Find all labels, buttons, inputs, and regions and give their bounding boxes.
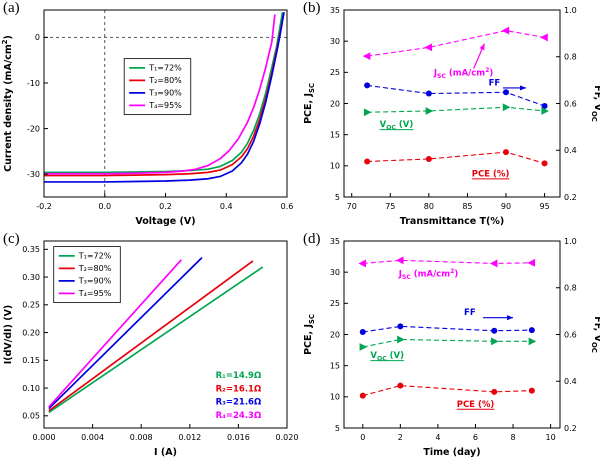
panel-b-chart (300, 0, 600, 231)
panel-a-label: (a) (3, 0, 20, 16)
panel-b-label: (b) (303, 0, 321, 16)
panel-c-label: (c) (3, 231, 20, 247)
panel-c: (c) (0, 231, 300, 462)
panel-a: (a) (0, 0, 300, 231)
panel-b: (b) (300, 0, 600, 231)
panel-d-label: (d) (303, 231, 321, 247)
panel-d: (d) (300, 231, 600, 462)
panel-d-chart (300, 231, 600, 462)
panel-a-chart (0, 0, 300, 231)
panel-c-chart (0, 231, 300, 462)
